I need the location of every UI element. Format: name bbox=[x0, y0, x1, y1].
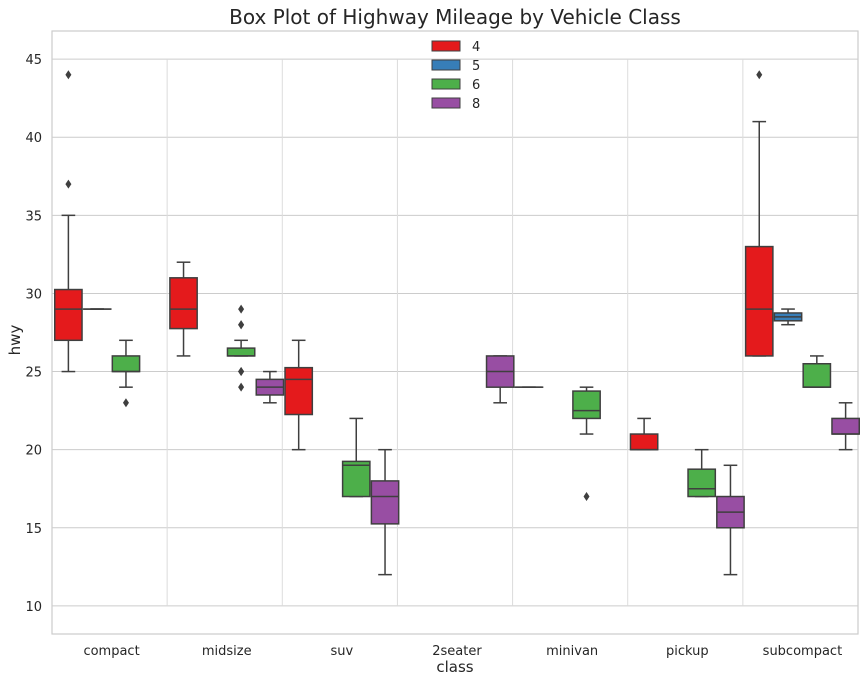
box-midsize-series-6 bbox=[227, 305, 254, 392]
y-tick-label: 35 bbox=[25, 209, 42, 224]
box-midsize-series-4 bbox=[170, 262, 197, 356]
box-subcompact-series-5 bbox=[774, 309, 801, 325]
legend-swatch-5 bbox=[432, 60, 460, 70]
y-tick-label: 25 bbox=[25, 366, 42, 381]
x-tick-label: midsize bbox=[202, 644, 252, 659]
y-tick-label: 45 bbox=[25, 53, 42, 68]
box-body bbox=[55, 290, 82, 341]
box-pickup-series-6 bbox=[688, 450, 715, 497]
box-body bbox=[832, 418, 859, 434]
axis-ticks: 10 15 20 25 30 35 40 45 compact midsize suv 2seater… bbox=[25, 53, 842, 659]
outlier-point bbox=[65, 70, 71, 79]
box-body bbox=[343, 461, 370, 496]
legend-swatch-6 bbox=[432, 79, 460, 89]
box-minivan-series-6 bbox=[573, 387, 600, 501]
y-tick-label: 10 bbox=[25, 600, 42, 615]
plot-frame bbox=[52, 31, 858, 634]
box-body bbox=[227, 348, 254, 356]
y-tick-label: 40 bbox=[25, 131, 42, 146]
outlier-point bbox=[584, 492, 590, 501]
x-tick-label: 2seater bbox=[432, 644, 482, 659]
box-plot-marks bbox=[55, 70, 860, 574]
legend-swatch-8 bbox=[432, 98, 460, 108]
chart-title: Box Plot of Highway Mileage by Vehicle C… bbox=[229, 5, 681, 29]
outlier-point bbox=[238, 383, 244, 392]
x-tick-label: pickup bbox=[666, 644, 709, 659]
box-pickup-series-8 bbox=[717, 465, 744, 574]
grid-lines bbox=[52, 31, 858, 634]
y-tick-label: 30 bbox=[25, 287, 42, 302]
outlier-point bbox=[65, 180, 71, 189]
box-body bbox=[285, 368, 312, 415]
box-suv-series-6 bbox=[343, 418, 370, 496]
x-tick-label: compact bbox=[83, 644, 139, 659]
legend-label-6: 6 bbox=[472, 78, 480, 93]
y-tick-label: 15 bbox=[25, 522, 42, 537]
box-compact-series-6 bbox=[112, 340, 139, 407]
x-tick-label: minivan bbox=[546, 644, 598, 659]
legend-label-4: 4 bbox=[472, 40, 480, 55]
y-tick-label: 20 bbox=[25, 444, 42, 459]
legend-label-8: 8 bbox=[472, 97, 480, 112]
box-compact-series-4 bbox=[55, 70, 82, 371]
box-body bbox=[170, 278, 197, 329]
box-pickup-series-4 bbox=[630, 418, 657, 449]
box-body bbox=[371, 481, 398, 524]
box-midsize-series-8 bbox=[256, 372, 283, 403]
legend: 4 5 6 8 bbox=[432, 40, 480, 112]
box-body bbox=[746, 247, 773, 356]
y-axis-label: hwy bbox=[6, 325, 24, 356]
box-subcompact-series-4 bbox=[746, 70, 773, 356]
outlier-point bbox=[123, 398, 129, 407]
legend-swatch-4 bbox=[432, 41, 460, 51]
box-body bbox=[688, 469, 715, 496]
outlier-point bbox=[756, 70, 762, 79]
box-body bbox=[803, 364, 830, 387]
box-2seater-series-8 bbox=[487, 356, 514, 403]
box-body bbox=[112, 356, 139, 372]
outlier-point bbox=[238, 305, 244, 314]
box-body bbox=[630, 434, 657, 450]
box-subcompact-series-8 bbox=[832, 403, 859, 450]
outlier-point bbox=[238, 367, 244, 376]
outlier-point bbox=[238, 320, 244, 329]
box-suv-series-8 bbox=[371, 450, 398, 575]
x-axis-label: class bbox=[436, 658, 473, 676]
x-tick-label: subcompact bbox=[763, 644, 843, 659]
box-subcompact-series-6 bbox=[803, 356, 830, 387]
box-body bbox=[573, 391, 600, 418]
x-tick-label: suv bbox=[330, 644, 353, 659]
box-suv-series-4 bbox=[285, 340, 312, 449]
legend-label-5: 5 bbox=[472, 59, 480, 74]
